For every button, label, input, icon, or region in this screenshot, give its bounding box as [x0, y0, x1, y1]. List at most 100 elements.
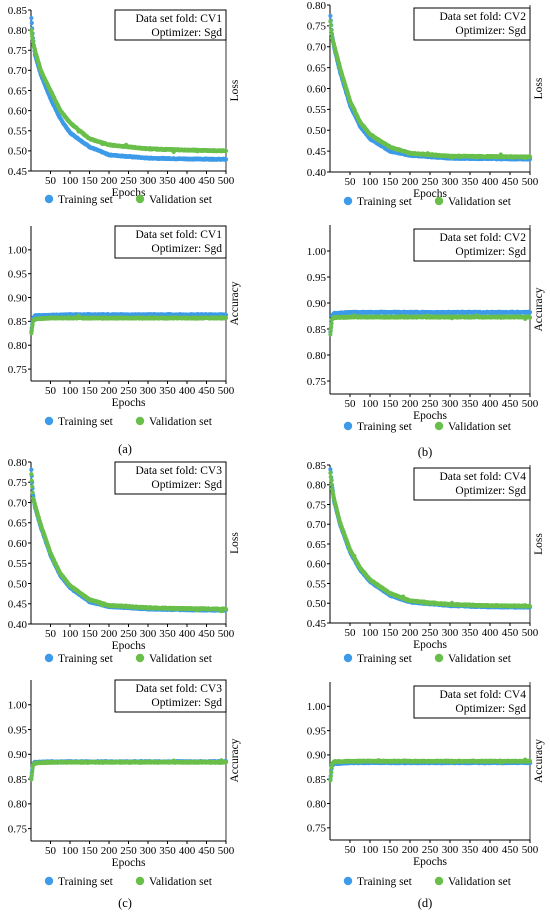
x-tick-label: 50 [45, 175, 57, 187]
x-tick-label: 100 [362, 176, 379, 188]
x-tick-label: 150 [81, 628, 98, 640]
series-validation [29, 313, 229, 336]
x-tick-label: 250 [120, 175, 137, 187]
data-point [29, 328, 34, 333]
x-tick-label: 450 [198, 175, 215, 187]
x-tick-label: 300 [140, 385, 157, 397]
data-point [29, 28, 34, 33]
x-tick-label: 500 [218, 628, 235, 640]
data-point [527, 315, 533, 320]
data-point [29, 478, 34, 483]
data-point [328, 13, 333, 18]
info-box-optimizer: Optimizer: Sgd [455, 246, 526, 258]
x-axis-label: Epochs [413, 188, 447, 200]
y-tick-label: 0.75 [8, 477, 28, 489]
y-tick-label: 0.60 [307, 83, 327, 95]
x-tick-label: 100 [362, 398, 379, 410]
y-tick-label: 0.75 [307, 21, 327, 33]
legend-marker-validation [434, 421, 444, 431]
data-point [29, 15, 34, 21]
x-tick-label: 300 [140, 628, 157, 640]
x-tick-label: 250 [422, 176, 439, 188]
x-tick-label: 450 [502, 176, 519, 188]
y-tick-label: 0.80 [8, 25, 28, 37]
info-box-optimizer: Optimizer: Sgd [151, 243, 222, 255]
y-axis-label: Loss [229, 79, 241, 101]
data-point [29, 20, 34, 26]
y-axis-label: Loss [533, 77, 545, 99]
info-box [114, 9, 227, 41]
legend-label-validation: Validation set [448, 196, 512, 208]
legend-marker-training [44, 416, 54, 426]
legend: Training set Validation set [343, 421, 512, 433]
y-tick-label: 0.80 [307, 350, 327, 362]
x-tick-label: 500 [522, 398, 539, 410]
data-point [223, 157, 229, 162]
x-tick-label: 350 [462, 176, 479, 188]
series-training [29, 312, 229, 334]
y-axis-label: Accuracy [533, 287, 545, 331]
data-point [30, 490, 35, 495]
y-tick-label: 0.80 [8, 457, 28, 469]
y-tick-label: 0.85 [8, 316, 28, 328]
y-tick-label: 0.55 [8, 126, 28, 138]
y-tick-label: 0.45 [8, 166, 28, 178]
x-tick-label: 200 [402, 398, 419, 410]
data-point [329, 321, 334, 326]
x-tick-label: 300 [442, 398, 459, 410]
legend-label-validation: Validation set [149, 416, 213, 428]
x-tick-label: 400 [482, 398, 499, 410]
y-tick-label: 0.95 [8, 268, 28, 280]
y-tick-label: 0.75 [8, 364, 28, 376]
legend-marker-validation [135, 416, 145, 426]
x-tick-label: 350 [462, 398, 479, 410]
y-tick-label: 0.70 [307, 42, 327, 54]
y-tick-label: 1.00 [8, 245, 28, 257]
info-box-fold: Data set fold: CV1 [135, 13, 222, 25]
y-tick-label: 0.65 [8, 85, 28, 97]
x-tick-label: 100 [62, 628, 79, 640]
y-axis-label: Accuracy [229, 281, 241, 325]
info-box-fold: Data set fold: CV2 [439, 232, 526, 244]
legend-label-training: Training set [357, 421, 413, 433]
data-point [527, 310, 533, 315]
legend-marker-validation [135, 194, 145, 204]
x-tick-label: 150 [81, 175, 98, 187]
x-tick-label: 250 [120, 385, 137, 397]
y-tick-label: 0.60 [8, 105, 28, 117]
y-tick-label: 0.65 [307, 62, 327, 74]
y-axis-label: Loss [229, 532, 241, 554]
x-tick-label: 500 [218, 175, 235, 187]
y-tick-label: 0.85 [8, 5, 28, 17]
x-tick-label: 500 [218, 385, 235, 397]
legend-marker-training [44, 194, 54, 204]
data-point [328, 23, 333, 28]
x-tick-label: 450 [198, 385, 215, 397]
y-tick-label: 0.50 [8, 578, 28, 590]
series-validation [328, 313, 533, 337]
y-tick-label: 0.80 [307, 0, 327, 12]
y-tick-label: 0.80 [8, 340, 28, 352]
x-axis-label: Epochs [413, 410, 447, 422]
x-tick-label: 350 [159, 628, 176, 640]
y-tick-label: 0.70 [8, 65, 28, 77]
series-training [328, 309, 533, 334]
x-tick-label: 100 [62, 175, 79, 187]
legend: Training set Validation set [44, 194, 213, 206]
legend-label-validation: Validation set [448, 421, 512, 433]
info-box-optimizer: Optimizer: Sgd [151, 27, 222, 39]
info-box-optimizer: Optimizer: Sgd [455, 25, 526, 37]
data-point [328, 332, 333, 337]
x-tick-label: 200 [402, 176, 419, 188]
x-tick-label: 50 [345, 398, 357, 410]
legend-label-training: Training set [58, 194, 114, 206]
x-axis-label: Epochs [112, 397, 146, 409]
y-tick-label: 0.40 [8, 619, 28, 631]
x-tick-label: 400 [179, 385, 196, 397]
x-tick-label: 200 [101, 385, 118, 397]
x-tick-label: 300 [442, 176, 459, 188]
data-point [30, 484, 35, 489]
